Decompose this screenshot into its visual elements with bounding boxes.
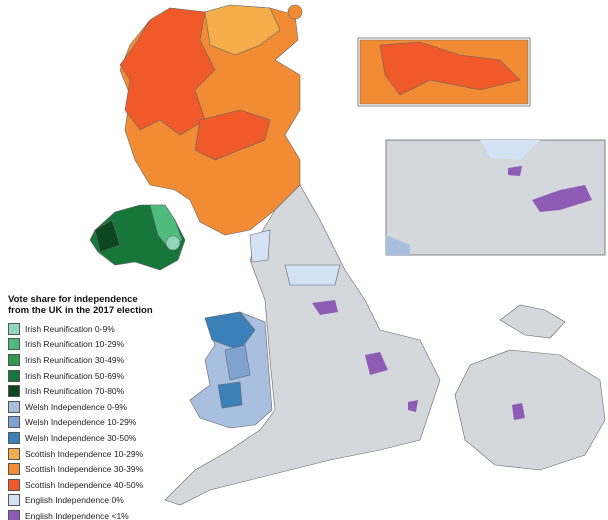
england (164, 184, 441, 506)
legend-item: Irish Reunification 50-69% (8, 368, 178, 384)
legend-item: Welsh Independence 10-29% (8, 415, 178, 431)
wales-mid (224, 344, 251, 381)
legend-swatch (8, 478, 20, 491)
legend-swatch (8, 447, 20, 460)
legend-item: Irish Reunification 70-80% (8, 383, 178, 399)
scotland-ne (204, 4, 281, 56)
legend-swatch (8, 322, 20, 335)
legend-label: Welsh Independence 30-50% (25, 432, 137, 443)
legend-swatch (8, 385, 20, 398)
legend-label: English Independence <1% (25, 510, 129, 520)
legend-label: Irish Reunification 70-80% (25, 386, 125, 397)
scotland-north (119, 7, 216, 136)
eng-purple-1 (312, 300, 338, 315)
legend-item: Welsh Independence 30-50% (8, 430, 178, 446)
inset-north-sea (480, 140, 540, 160)
legend-label: Scottish Independence 30-39% (25, 464, 144, 475)
inset-north-purple (532, 185, 592, 212)
inset-london (454, 349, 606, 471)
legend-label: Scottish Independence 10-29% (25, 448, 144, 459)
legend-label: Irish Reunification 10-29% (25, 339, 125, 350)
legend-items: Irish Reunification 0-9% Irish Reunificat… (8, 321, 178, 520)
legend-item: Irish Reunification 0-9% (8, 321, 178, 337)
legend-swatch (8, 494, 20, 507)
legend-item: Scottish Independence 40-50% (8, 477, 178, 493)
shetland (287, 4, 303, 20)
legend-label: Irish Reunification 30-49% (25, 354, 125, 365)
legend-swatch (8, 509, 20, 520)
legend-swatch (8, 369, 20, 382)
legend-item: Welsh Independence 0-9% (8, 399, 178, 415)
legend-item: Scottish Independence 10-29% (8, 446, 178, 462)
legend-title: Vote share for independence from the UK … (8, 294, 153, 316)
inset-scotland-red (379, 41, 521, 96)
legend-swatch (8, 338, 20, 351)
inset-london-purple (512, 403, 525, 420)
england-nw (249, 229, 271, 263)
wales-west (217, 381, 243, 409)
legend-item: English Independence 0% (8, 493, 178, 509)
legend-swatch (8, 416, 20, 429)
eng-purple-3 (408, 400, 418, 412)
scotland-central (194, 109, 271, 161)
legend-item: Irish Reunification 30-49% (8, 352, 178, 368)
legend-item: Irish Reunification 10-29% (8, 337, 178, 353)
legend-swatch (8, 400, 20, 413)
inset-north-welsh (386, 235, 410, 255)
legend-label: Irish Reunification 50-69% (25, 370, 125, 381)
legend-swatch (8, 353, 20, 366)
legend-swatch (8, 463, 20, 476)
ni-west (94, 219, 121, 253)
legend-label: Welsh Independence 0-9% (25, 401, 127, 412)
legend-item: Scottish Independence 30-39% (8, 461, 178, 477)
legend: Vote share for independence from the UK … (8, 294, 178, 520)
legend-label: English Independence 0% (25, 495, 124, 506)
legend-label: Scottish Independence 40-50% (25, 479, 144, 490)
legend-label: Welsh Independence 10-29% (25, 417, 137, 428)
eng-purple-2 (365, 352, 388, 375)
legend-item: English Independence <1% (8, 508, 178, 520)
ni-belfast (165, 235, 181, 251)
inset-city (499, 304, 566, 339)
legend-label: Irish Reunification 0-9% (25, 323, 115, 334)
england-north-band (284, 264, 341, 286)
legend-swatch (8, 431, 20, 444)
inset-north-purple2 (508, 166, 522, 176)
